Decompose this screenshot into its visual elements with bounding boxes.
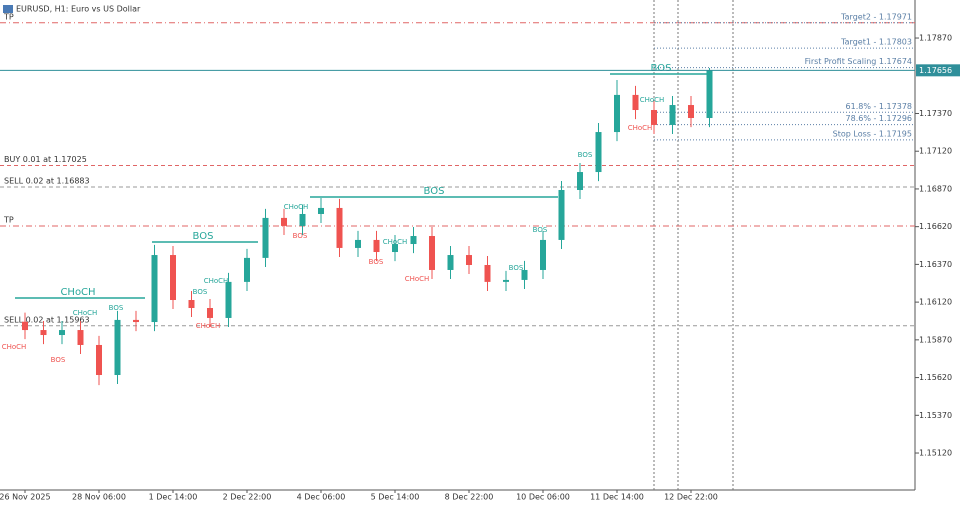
- price-box: [916, 64, 960, 77]
- candle-body: [133, 319, 139, 323]
- candle-body: [336, 207, 343, 248]
- y-tick-label: 1.16120: [919, 298, 952, 307]
- structure-label: BOS: [293, 232, 308, 240]
- level-label: TP: [3, 12, 14, 21]
- candle-body: [392, 244, 398, 253]
- candle-body: [429, 236, 435, 270]
- y-tick-label: 1.16620: [919, 222, 952, 231]
- candle-body: [77, 330, 84, 345]
- level-label: Target2 - 1.17971: [840, 12, 912, 21]
- candle-body: [96, 344, 102, 376]
- structure-label: BOS: [51, 356, 66, 364]
- candle-body: [299, 213, 306, 226]
- candle-body: [281, 217, 287, 226]
- structure-label: BOS: [369, 258, 384, 266]
- candle-body: [688, 105, 694, 119]
- candle-body: [595, 132, 602, 173]
- structure-label: CHoCH: [2, 343, 27, 351]
- level-label: Stop Loss - 1.17195: [833, 129, 912, 138]
- symbol-icon: [3, 5, 13, 13]
- candle-body: [114, 319, 121, 376]
- level-label: SELL 0.02 at 1.15963: [4, 315, 90, 324]
- candle-body: [410, 236, 417, 245]
- level-label: SELL 0.02 at 1.16883: [4, 176, 90, 185]
- x-tick-label: 5 Dec 14:00: [371, 493, 420, 502]
- level-label: TP: [3, 216, 14, 225]
- candle-body: [262, 217, 269, 258]
- candle-body: [503, 279, 509, 282]
- structure-label: BOS: [509, 264, 524, 272]
- level-label: Target1 - 1.17803: [840, 38, 912, 47]
- candle-body: [669, 105, 676, 125]
- candle-body: [318, 207, 324, 214]
- candle-body: [614, 94, 620, 133]
- x-tick-label: 10 Dec 06:00: [516, 493, 570, 502]
- candle-body: [170, 255, 176, 301]
- y-tick-label: 1.17870: [919, 34, 952, 43]
- structure-label: CHoCH: [628, 124, 653, 132]
- y-tick-label: 1.15870: [919, 335, 952, 344]
- y-tick-label: 1.15620: [919, 373, 952, 382]
- structure-label: CHoCH: [60, 287, 95, 298]
- structure-label: CHoCH: [204, 277, 229, 285]
- structure-label: CHoCH: [640, 96, 665, 104]
- candle-body: [540, 239, 546, 270]
- x-tick-label: 11 Dec 14:00: [590, 493, 644, 502]
- candle-body: [447, 255, 454, 270]
- y-tick-label: 1.15120: [919, 449, 952, 458]
- level-label: First Profit Scaling 1.17674: [805, 57, 912, 66]
- y-tick-label: 1.15370: [919, 411, 952, 420]
- candle-body: [40, 330, 47, 336]
- candle-body: [466, 255, 472, 265]
- candle-body: [244, 257, 250, 282]
- structure-label: BOS: [533, 226, 548, 234]
- candle-body: [188, 300, 195, 309]
- candle-body: [373, 239, 380, 253]
- x-tick-label: 28 Nov 06:00: [72, 493, 126, 502]
- structure-label: CHoCH: [284, 203, 309, 211]
- x-tick-label: 1 Dec 14:00: [149, 493, 198, 502]
- candle-body: [651, 110, 657, 125]
- candle-body: [484, 264, 491, 282]
- candle-body: [577, 172, 583, 190]
- candle-body: [59, 330, 65, 336]
- x-tick-label: 12 Dec 22:00: [664, 493, 718, 502]
- level-label: 78.6% - 1.17296: [846, 114, 912, 123]
- x-tick-label: 26 Nov 2025: [0, 493, 51, 502]
- candle-body: [632, 94, 639, 111]
- price-label: 1.17656: [919, 66, 952, 75]
- level-label: 61.8% - 1.17378: [846, 102, 912, 111]
- y-tick-label: 1.16370: [919, 260, 952, 269]
- structure-label: BOS: [193, 288, 208, 296]
- y-tick-label: 1.17120: [919, 147, 952, 156]
- structure-label: BOS: [109, 304, 124, 312]
- x-tick-label: 8 Dec 22:00: [445, 493, 494, 502]
- structure-label: BOS: [424, 186, 445, 197]
- structure-label: BOS: [578, 151, 593, 159]
- structure-label: CHoCH: [73, 309, 98, 317]
- candle-body: [207, 308, 213, 318]
- chart-title: EURUSD, H1: Euro vs US Dollar: [16, 5, 141, 14]
- x-tick-label: 4 Dec 06:00: [297, 493, 346, 502]
- candle-body: [521, 269, 528, 280]
- structure-label: CHoCH: [196, 322, 221, 330]
- level-label: BUY 0.01 at 1.17025: [4, 155, 87, 164]
- candle-body: [706, 70, 713, 119]
- structure-label: CHoCH: [405, 275, 430, 283]
- candle-body: [558, 189, 565, 240]
- structure-label: BOS: [193, 231, 214, 242]
- x-tick-label: 2 Dec 22:00: [223, 493, 272, 502]
- candle-body: [151, 255, 158, 323]
- candle-body: [22, 321, 28, 331]
- y-tick-label: 1.16870: [919, 184, 952, 193]
- y-tick-label: 1.17370: [919, 109, 952, 118]
- candle-body: [355, 239, 361, 248]
- candle-body: [225, 281, 232, 318]
- structure-label: BOS: [651, 63, 672, 74]
